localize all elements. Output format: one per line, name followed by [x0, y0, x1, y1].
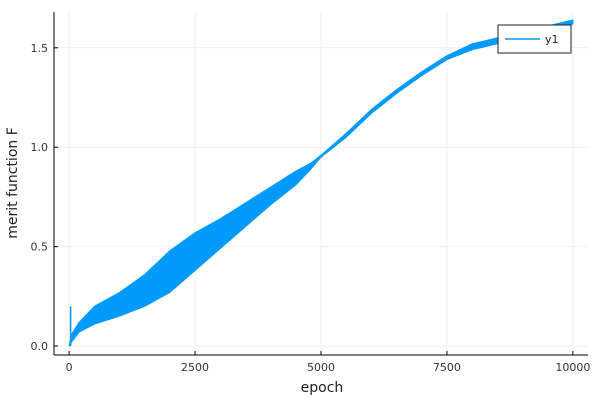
legend-label-y1: y1 [545, 33, 559, 46]
axes [53, 12, 588, 356]
x-tick-label-0: 0 [66, 361, 73, 374]
y-axis-label: merit function F [5, 127, 21, 239]
x-axis-label: epoch [301, 380, 344, 396]
y-tick-label-1: 0.5 [31, 241, 49, 254]
x-tick-label-1: 2500 [181, 361, 209, 374]
tick-labels: 0 2500 5000 7500 10000 0.0 0.5 1.0 1.5 [31, 42, 591, 374]
x-tick-label-2: 5000 [307, 361, 335, 374]
y-tick-label-2: 1.0 [31, 141, 49, 154]
y-tick-label-0: 0.0 [31, 340, 49, 353]
series-y1 [68, 19, 574, 347]
x-tick-label-4: 10000 [555, 361, 590, 374]
y-tick-label-3: 1.5 [31, 42, 49, 55]
x-tick-label-3: 7500 [433, 361, 461, 374]
series-band-y1 [68, 19, 574, 347]
legend: y1 [497, 24, 572, 54]
